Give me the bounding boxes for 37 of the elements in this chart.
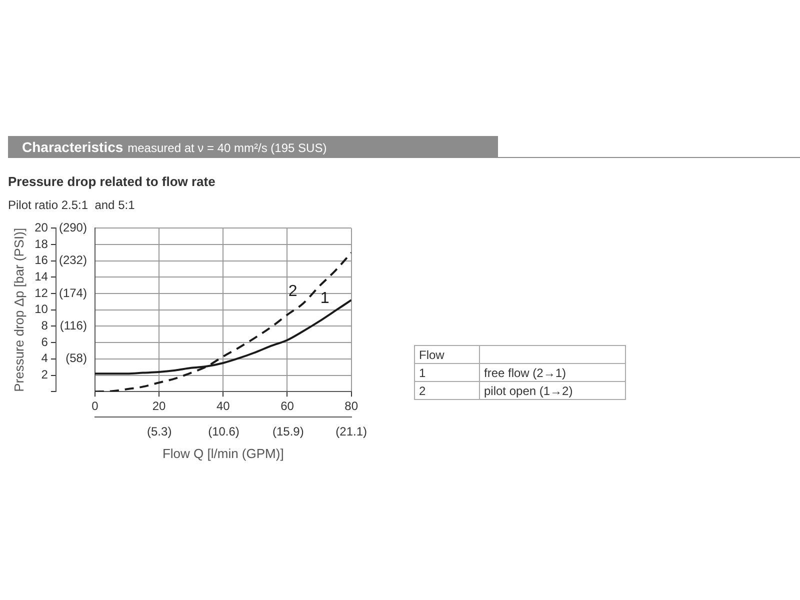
y2-tick-label: (58): [66, 351, 87, 366]
y2-tick-label: (116): [60, 318, 87, 333]
text: 1: [414, 364, 480, 382]
x-tick-label: 0: [92, 399, 99, 414]
y2-tick-label: (232): [58, 253, 87, 268]
series-label: 1: [320, 290, 330, 308]
y-tick-label: 2: [41, 368, 48, 382]
y-tick-label: 4: [41, 351, 48, 366]
x2-tick-label: (5.3): [147, 424, 172, 439]
text: Flow: [414, 346, 480, 364]
x2-tick-label: (15.9): [272, 424, 304, 439]
x-tick-label: 20: [152, 399, 166, 414]
text: 2: [414, 382, 480, 400]
chart-title: Characteristics: [22, 139, 124, 155]
x-tick-label: 40: [216, 399, 230, 414]
y-tick-label: 6: [41, 334, 48, 349]
text: Pilot ratio 2.5:1 and 5:1: [8, 198, 135, 212]
y-tick-label: 16: [34, 253, 48, 268]
y2-tick-label: (174): [58, 286, 87, 300]
y-tick-label: 12: [34, 286, 48, 300]
y2-tick-label: (290): [58, 220, 87, 235]
x2-tick-label: (21.1): [336, 424, 368, 439]
x-tick-label: 60: [280, 399, 294, 414]
x2-tick-label: (10.6): [208, 424, 240, 439]
y-tick-label: 8: [41, 318, 48, 333]
y-tick-label: 18: [34, 236, 48, 251]
y-tick-label: 20: [34, 220, 48, 235]
text: free flow (2→1): [480, 364, 626, 382]
y-tick-label: 14: [34, 270, 48, 284]
text: pilot open (1→2): [480, 382, 626, 400]
chart-subtitle: measured at ν = 40 mm²/s (195 SUS): [128, 141, 327, 155]
text: Pressure drop related to flow rate: [8, 174, 216, 189]
x-tick-label: 80: [344, 399, 358, 414]
x-axis-title: Flow Q [l/min (GPM)]: [162, 446, 284, 461]
y-tick-label: 10: [34, 302, 48, 316]
series-label: 2: [288, 282, 298, 300]
y-axis-title: Pressure drop Δp [bar (PSI)]: [11, 228, 26, 392]
